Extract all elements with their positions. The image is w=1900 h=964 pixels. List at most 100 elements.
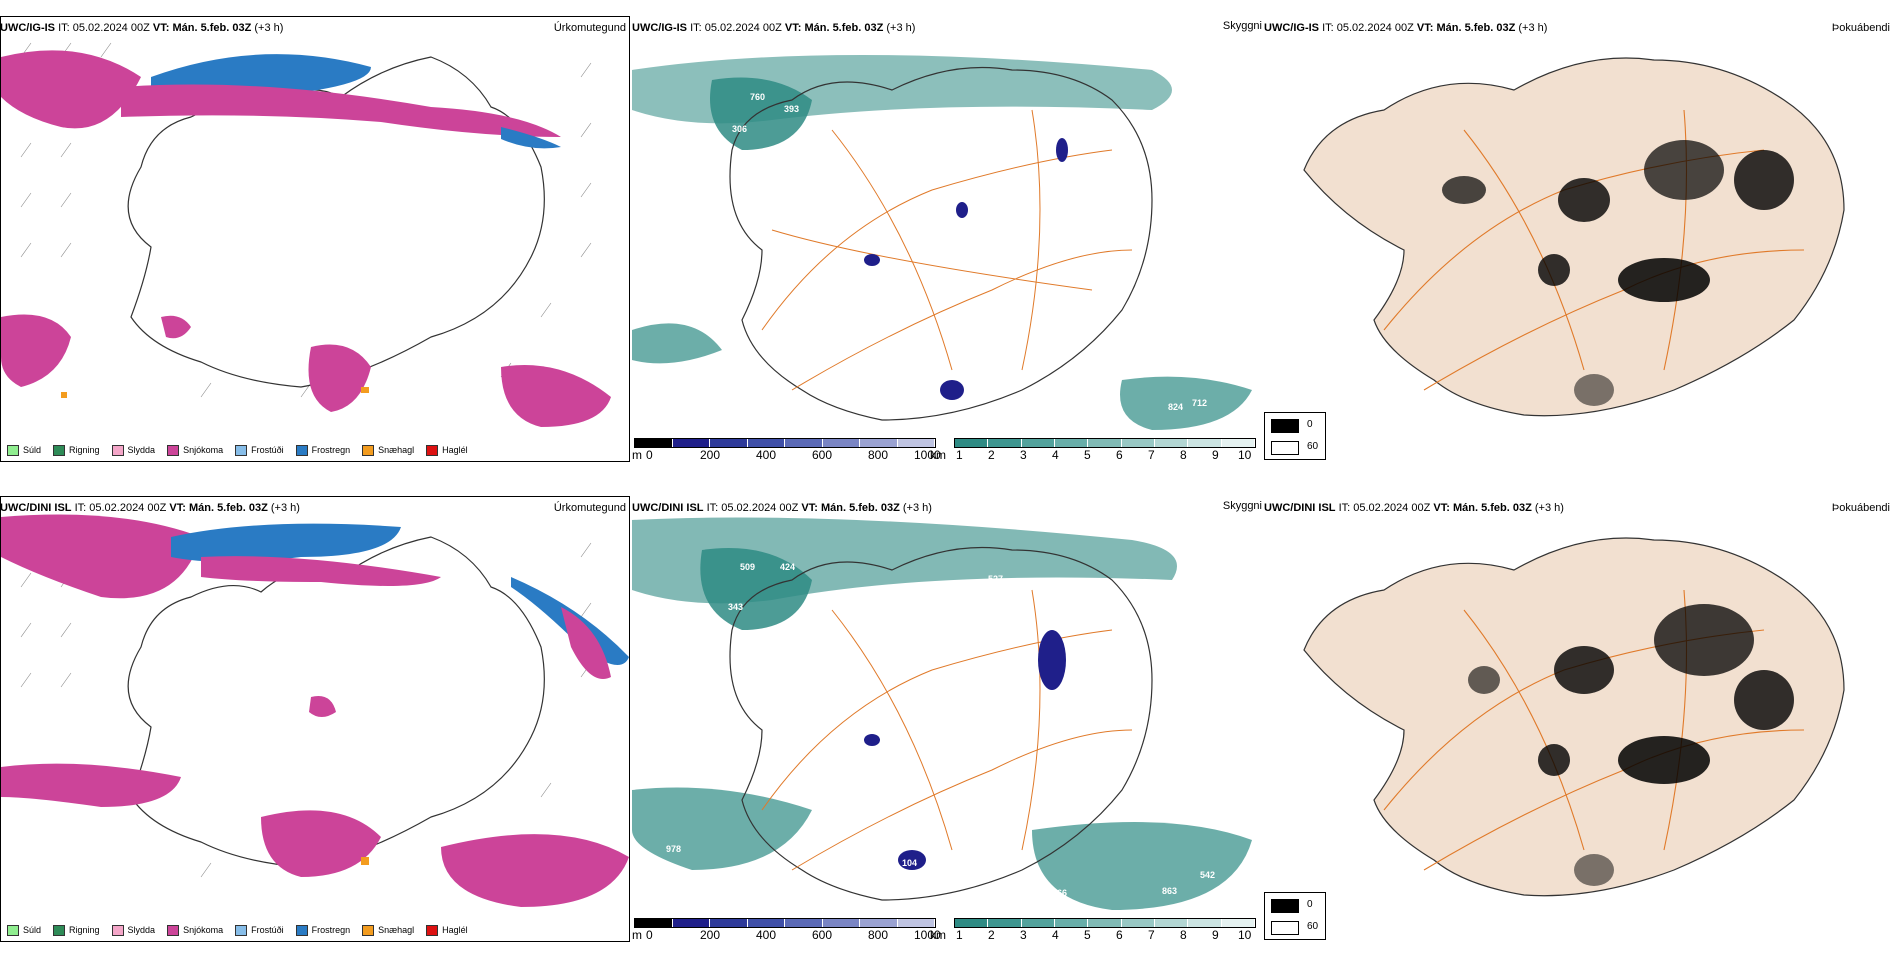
legend-frostudi: Frostúði xyxy=(235,444,284,456)
visibility-values: 760 393 306 720 708 287 824 712 630 xyxy=(732,92,1207,428)
vis-label: 866 xyxy=(1052,888,1067,898)
legend-snaehagl: Snæhagl xyxy=(362,444,414,456)
snaehagl-spot xyxy=(361,857,369,865)
legend-snjokoma: Snjókoma xyxy=(167,924,223,936)
legend-sudd: Súld xyxy=(7,444,41,456)
panel-header: UWC/DINI ISL IT: 05.02.2024 00Z VT: Mán.… xyxy=(632,500,1262,514)
fog-spots xyxy=(864,138,1068,400)
cloud-patch-nw xyxy=(700,548,812,630)
panel-field-title: Þokuábendi xyxy=(1831,502,1890,514)
vis-label: 863 xyxy=(1162,886,1177,896)
legend-frostregn: Frostregn xyxy=(295,924,350,936)
snow-patch-sw xyxy=(1,763,181,807)
fog-panel-ig: 0 60 UWC/IG-IS IT: 05.02.2024 00Z VT: Má… xyxy=(1264,14,1894,484)
precip-type-map xyxy=(1,514,629,907)
snow-patch-se xyxy=(501,365,611,427)
legend-frostregn: Frostregn xyxy=(295,444,350,456)
visibility-map: 760 393 306 720 708 287 824 712 630 xyxy=(632,55,1252,430)
panel-field-title: Úrkomutegund xyxy=(553,502,626,514)
snow-patch-sw xyxy=(1,314,71,387)
panel-field-title: Þokuábendi xyxy=(1831,22,1890,34)
panel-header: UWC/DINI ISL IT: 05.02.2024 00Z VT: Mán.… xyxy=(0,502,626,514)
cloud-patch-se xyxy=(1120,376,1252,430)
visibility-panel-ig: 760 393 306 720 708 287 824 712 630 m 0 … xyxy=(632,20,1262,462)
road-network xyxy=(761,109,1133,391)
panel-header: UWC/IG-IS IT: 05.02.2024 00Z VT: Mán. 5.… xyxy=(1264,22,1890,34)
precip-type-map-frame: Súld Rigning Slydda Snjókoma Frostúði Fr… xyxy=(0,496,630,942)
iceland-land xyxy=(1303,57,1845,417)
vis-label: 341 xyxy=(904,834,919,844)
snow-patch-mid xyxy=(161,315,191,339)
frostregn-east xyxy=(501,127,561,149)
vis-label: 287 xyxy=(1012,262,1027,272)
fog-index-legend: 0 60 xyxy=(1264,412,1326,460)
cloud-patch-sw xyxy=(632,323,722,364)
snow-band-north xyxy=(121,84,561,137)
cloud-patch-se xyxy=(1032,822,1252,910)
vis-label: 542 xyxy=(1200,870,1215,880)
snow-patch-north xyxy=(1,50,141,129)
precip-type-legend: Súld Rigning Slydda Snjókoma Frostúði Fr… xyxy=(1,437,631,463)
panel-field-title: Skyggni xyxy=(1222,20,1262,32)
precip-type-map xyxy=(1,42,611,427)
snaehagl-spot xyxy=(361,387,369,393)
snow-patch-s xyxy=(261,810,381,877)
vis-label: 509 xyxy=(740,562,755,572)
fog-index-dark xyxy=(1442,140,1794,406)
fog-spots xyxy=(864,630,1066,870)
fog-map xyxy=(1303,537,1845,897)
snow-patch-s xyxy=(308,344,371,412)
fog-index-dark xyxy=(1468,604,1794,886)
legend-snjokoma: Snjókoma xyxy=(167,444,223,456)
panel-header: UWC/IG-IS IT: 05.02.2024 00Z VT: Mán. 5.… xyxy=(632,20,1262,34)
panel-field-title: Úrkomutegund xyxy=(553,22,626,34)
legend-slydda: Slydda xyxy=(111,924,155,936)
legend-slydda: Slydda xyxy=(111,444,155,456)
vis-label: 824 xyxy=(1168,402,1183,412)
vis-label: 712 xyxy=(1192,398,1207,408)
fog-index-legend: 0 60 xyxy=(1264,892,1326,940)
iceland-outline xyxy=(729,66,1153,421)
visibility-map: 509 424 343 527 600 885 341 104 978 866 … xyxy=(632,517,1252,910)
vis-label: 978 xyxy=(666,844,681,854)
precip-type-map-frame: Súld Rigning Slydda Snjókoma Frostúði Fr… xyxy=(0,16,630,462)
precip-type-panel-dini: Súld Rigning Slydda Snjókoma Frostúði Fr… xyxy=(0,494,630,964)
snow-patch-se xyxy=(441,834,629,907)
legend-haglel: Haglél xyxy=(426,924,468,936)
legend-rigning: Rigning xyxy=(53,924,100,936)
snow-band-north xyxy=(201,556,441,586)
vis-label: 393 xyxy=(784,104,799,114)
vis-label: 424 xyxy=(780,562,795,572)
legend-frostudi: Frostúði xyxy=(235,924,284,936)
vis-label: 630 xyxy=(1090,418,1105,428)
legend-rigning: Rigning xyxy=(53,444,100,456)
fog-map xyxy=(1303,57,1845,417)
cloud-patch-sw xyxy=(632,787,812,870)
vis-label: 306 xyxy=(732,124,747,134)
snow-patch-nw xyxy=(1,514,201,599)
vis-label: 527 xyxy=(988,574,1003,584)
precip-type-panel-ig: Súld Rigning Slydda Snjókoma Frostúði Fr… xyxy=(0,14,630,484)
vis-label: 720 xyxy=(804,126,819,136)
legend-snaehagl: Snæhagl xyxy=(362,924,414,936)
snaehagl-spot-2 xyxy=(61,392,67,398)
snow-patch-mid xyxy=(309,696,336,717)
panel-header: UWC/DINI ISL IT: 05.02.2024 00Z VT: Mán.… xyxy=(1264,502,1890,514)
visibility-values: 509 424 343 527 600 885 341 104 978 866 … xyxy=(666,562,1215,898)
precip-type-legend: Súld Rigning Slydda Snjókoma Frostúði Fr… xyxy=(1,917,631,943)
vis-label: 885 xyxy=(1042,586,1057,596)
vis-label: 104 xyxy=(902,858,917,868)
vis-label: 343 xyxy=(728,602,743,612)
vis-label: 600 xyxy=(984,590,999,600)
snow-east xyxy=(561,607,611,679)
iceland-outline xyxy=(729,546,1153,901)
panel-header: UWC/IG-IS IT: 05.02.2024 00Z VT: Mán. 5.… xyxy=(0,22,626,34)
frostregn-band xyxy=(171,523,401,562)
panel-field-title: Skyggni xyxy=(1222,500,1262,512)
legend-haglel: Haglél xyxy=(426,444,468,456)
legend-sudd: Súld xyxy=(7,924,41,936)
vis-label: 760 xyxy=(750,92,765,102)
cloud-patch-nw xyxy=(710,77,812,150)
fog-panel-dini: 0 60 UWC/DINI ISL IT: 05.02.2024 00Z VT:… xyxy=(1264,494,1894,964)
vis-label: 708 xyxy=(1004,120,1019,130)
